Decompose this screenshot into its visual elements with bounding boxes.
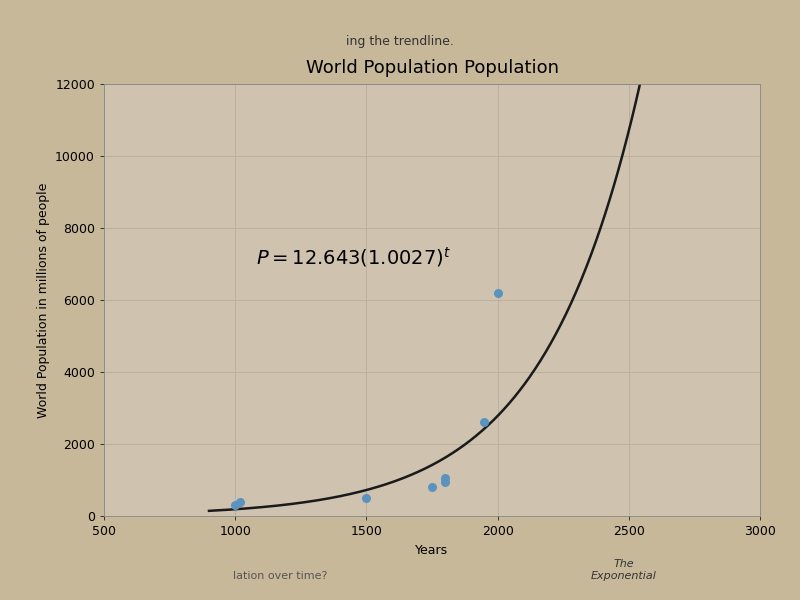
Point [438, 477, 451, 487]
Y-axis label: World Population in millions of people: World Population in millions of people [37, 182, 50, 418]
Title: World Population Population: World Population Population [306, 59, 558, 77]
Point [426, 482, 438, 492]
Point [229, 500, 242, 509]
Text: The
Exponential: The Exponential [591, 559, 657, 581]
Point [491, 288, 504, 298]
Point [478, 418, 491, 427]
Point [360, 493, 373, 503]
Text: $P = 12.643(1.0027)^t$: $P = 12.643(1.0027)^t$ [256, 245, 451, 269]
Text: ing the trendline.: ing the trendline. [346, 35, 454, 49]
Text: lation over time?: lation over time? [233, 571, 327, 581]
X-axis label: Years: Years [415, 544, 449, 557]
Point [234, 497, 247, 507]
Point [438, 473, 451, 483]
